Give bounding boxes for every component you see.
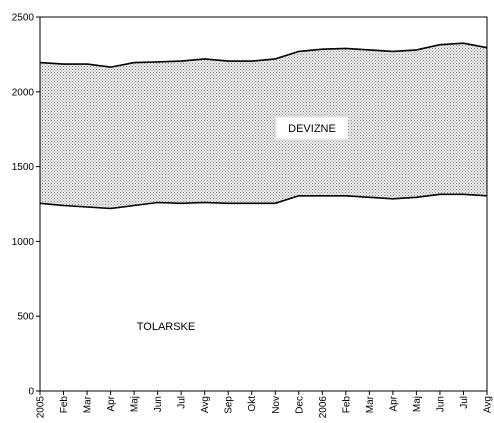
x-tick-label: Maj xyxy=(412,396,423,412)
label-devizne: DEVIZNE xyxy=(288,123,336,135)
x-tick-label: Apr xyxy=(388,395,399,411)
x-tick-label: 2006 xyxy=(318,396,329,419)
x-tick-label: Okt xyxy=(247,396,258,412)
y-tick-label: 1000 xyxy=(12,237,35,248)
x-tick-label: Maj xyxy=(130,396,141,412)
y-tick-label: 2000 xyxy=(12,87,35,98)
x-tick-label: Mar xyxy=(83,395,94,413)
x-tick-label: Sep xyxy=(224,396,235,414)
line-devizne xyxy=(39,42,488,68)
label-tolarske: TOLARSKE xyxy=(137,321,196,333)
x-tick-label: Jun xyxy=(435,396,446,412)
x-tick-label: Jul xyxy=(459,396,470,409)
y-tick-label: 1500 xyxy=(12,162,35,173)
x-tick-label: Jun xyxy=(153,396,164,412)
x-tick-label: Jul xyxy=(177,396,188,409)
plot-frame xyxy=(39,16,488,392)
x-tick-label: 2005 xyxy=(36,396,47,419)
y-tick-label: 2500 xyxy=(12,13,35,24)
x-tick-label: Apr xyxy=(106,395,117,411)
x-tick-label: Avg xyxy=(483,396,494,413)
y-tick-label: 500 xyxy=(17,312,34,323)
y-tick-label: 0 xyxy=(28,387,34,398)
label-devizne-box xyxy=(276,117,348,140)
x-tick-label: Mar xyxy=(365,395,376,413)
x-tick-label: Feb xyxy=(341,396,352,414)
x-tick-label: Feb xyxy=(59,396,70,414)
area-devizne xyxy=(40,43,487,209)
x-tick-label: Avg xyxy=(200,396,211,413)
x-tick-label: Dec xyxy=(294,396,305,414)
x-tick-label: Nov xyxy=(271,396,282,414)
line-tolarske xyxy=(39,193,488,210)
